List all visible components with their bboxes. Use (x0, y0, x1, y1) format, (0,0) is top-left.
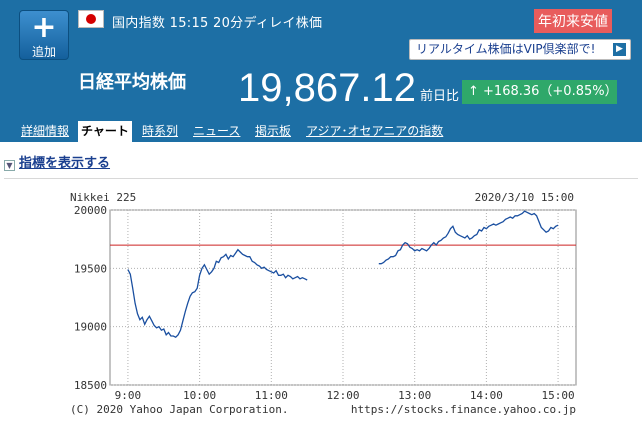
add-watchlist-button[interactable]: + 追加 (19, 10, 69, 60)
chart-copyright: (C) 2020 Yahoo Japan Corporation. (70, 403, 289, 416)
x-tick-label: 10:00 (183, 389, 216, 402)
intraday-chart: Nikkei 225 2020/3/10 15:00 20000 19500 190… (70, 191, 577, 416)
tab-chart[interactable]: チャート (78, 121, 132, 142)
index-meta: 国内指数 15:15 20分ディレイ株価 (112, 16, 323, 31)
plus-icon: + (31, 10, 57, 45)
grid (110, 209, 576, 386)
x-tick-label: 14:00 (470, 389, 503, 402)
year-low-badge: 年初来安値 (534, 9, 612, 33)
current-price: 19,867.12 (238, 66, 416, 110)
chart-source-url: https://stocks.finance.yahoo.co.jp (351, 403, 576, 416)
y-tick-label: 18500 (74, 379, 107, 392)
x-tick-label: 13:00 (398, 389, 431, 402)
x-tick-label: 9:00 (115, 389, 142, 402)
chart-title: Nikkei 225 (70, 191, 136, 204)
price-change: ↑ +168.36（+0.85%） (462, 80, 618, 104)
chevron-right-icon: ▶ (613, 43, 626, 56)
vip-club-link[interactable]: リアルタイム株価はVIP倶楽部で! ▶ (409, 39, 631, 60)
show-indicators-toggle[interactable]: ▼ 指標を表示する (4, 152, 110, 171)
tab-history[interactable]: 時系列 (142, 124, 179, 138)
price-series (127, 210, 559, 338)
divider (4, 178, 638, 179)
tab-asia-oceania[interactable]: アジア･オセアニアの指数 (306, 124, 444, 138)
y-tick-label: 19500 (74, 262, 107, 275)
x-tick-label: 12:00 (326, 389, 359, 402)
add-button-label: 追加 (31, 45, 56, 59)
y-axis-ticks: 20000 19500 19000 18500 (74, 204, 107, 392)
tab-bar (0, 120, 642, 142)
y-tick-label: 19000 (74, 321, 107, 334)
vip-link-text: リアルタイム株価はVIP倶楽部で! (416, 42, 596, 56)
x-axis-ticks: 9:00 10:00 11:00 12:00 13:00 14:00 15:00 (115, 389, 575, 402)
expand-icon: ▼ (4, 160, 15, 171)
series-line-morning (127, 248, 308, 338)
prev-day-label: 前日比 (420, 89, 460, 104)
tab-board[interactable]: 掲示板 (255, 124, 292, 138)
japan-flag-icon (78, 10, 104, 28)
series-line-afternoon (378, 210, 559, 265)
index-name: 日経平均株価 (78, 72, 186, 93)
y-tick-label: 20000 (74, 204, 107, 217)
tab-details[interactable]: 詳細情報 (21, 124, 70, 138)
chart-timestamp: 2020/3/10 15:00 (475, 191, 574, 204)
x-tick-label: 15:00 (542, 389, 575, 402)
tab-news[interactable]: ニュース (193, 124, 241, 138)
x-tick-label: 11:00 (255, 389, 288, 402)
toggle-label: 指標を表示する (19, 156, 111, 171)
